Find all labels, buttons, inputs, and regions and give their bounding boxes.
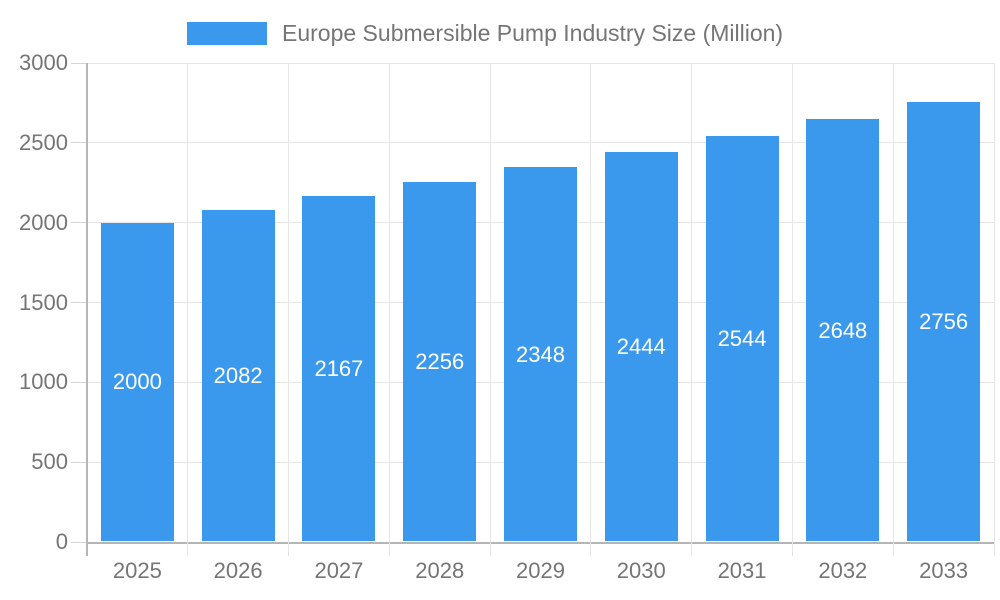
v-gridline [489,63,491,556]
h-gridline [87,142,994,144]
y-axis-tick-label: 2500 [19,129,68,155]
y-tick-mark [71,541,87,543]
x-axis-tick-label: 2032 [818,558,868,583]
y-tick-mark [71,222,87,224]
x-axis-tick-label: 2033 [919,558,969,583]
v-gridline [288,63,290,556]
bar-value-label: 2756 [919,308,969,334]
bar-2027[interactable] [302,196,376,541]
legend-swatch [187,22,267,45]
bar-value-label: 2444 [616,333,666,359]
y-axis-tick-label: 500 [31,449,68,475]
y-axis-tick-label: 0 [55,529,68,554]
bar-value-label: 2256 [415,348,465,374]
x-axis-tick-label: 2028 [415,558,465,583]
y-tick-mark [71,62,87,64]
bar-2033[interactable] [907,101,981,541]
bar-value-label: 2000 [112,369,162,395]
y-axis-tick-label: 3000 [19,50,68,75]
bar-2031[interactable] [705,135,779,541]
v-gridline [993,63,995,556]
x-axis-tick-label: 2030 [616,558,666,583]
bar-value-label: 2082 [213,362,263,388]
legend: Europe Submersible Pump Industry Size (M… [187,22,783,45]
h-gridline [87,62,994,64]
bar-2029[interactable] [504,167,577,541]
x-axis-tick-label: 2025 [112,558,162,583]
bar-value-label: 2348 [516,341,565,367]
y-tick-mark [71,381,87,383]
v-gridline [892,63,894,556]
y-tick-mark [71,302,87,303]
bar-2032[interactable] [806,119,880,541]
legend-label: Europe Submersible Pump Industry Size (M… [282,20,784,46]
bar-2028[interactable] [403,181,477,541]
v-gridline [388,63,390,556]
y-tick-mark [71,461,87,463]
v-gridline [791,63,793,556]
y-axis-tick-label: 1500 [19,289,68,315]
bar-2026[interactable] [201,209,275,541]
y-tick-mark [71,142,87,144]
y-axis-line [86,63,88,556]
v-gridline [691,63,693,556]
x-axis-tick-label: 2026 [213,558,263,583]
x-axis-tick-label: 2031 [717,558,767,583]
bar-value-label: 2648 [818,317,868,343]
bar-value-label: 2167 [314,356,364,381]
bar-2030[interactable] [604,151,678,541]
v-gridline [590,63,592,556]
y-axis-tick-label: 2000 [19,209,68,235]
x-axis-tick-label: 2029 [516,558,565,583]
x-axis-baseline [87,541,994,544]
x-axis-tick-label: 2027 [314,558,364,583]
bar-2025[interactable] [100,222,174,541]
y-axis-tick-label: 1000 [19,369,68,395]
bar-value-label: 2544 [717,325,767,351]
v-gridline [187,63,189,556]
